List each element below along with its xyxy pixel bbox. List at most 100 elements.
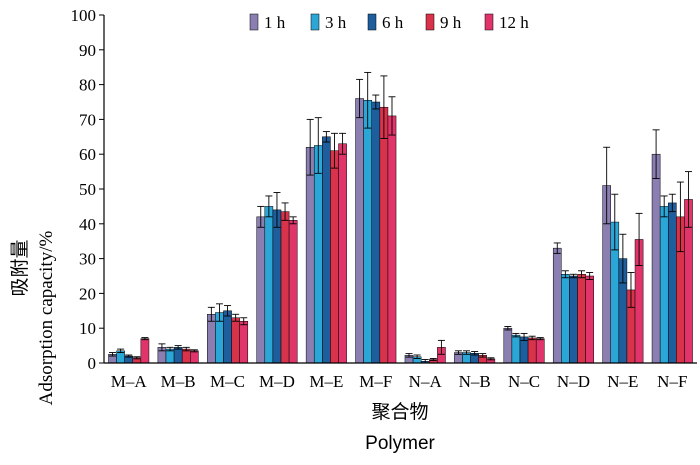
y-ticks-layer: 0 10 20 30 40 50 60 70 80 90 100	[71, 6, 104, 373]
x-tick-label: N–A	[409, 372, 443, 391]
bar	[288, 220, 298, 364]
bar	[667, 202, 677, 364]
bar	[552, 247, 562, 364]
error-bar	[257, 205, 265, 228]
bar	[140, 338, 150, 364]
error-bar	[265, 195, 273, 218]
error-bar	[372, 94, 380, 110]
error-bar	[635, 212, 643, 267]
error-bar	[471, 351, 479, 356]
bar	[577, 274, 586, 364]
error-bar	[109, 352, 117, 357]
error-bar	[240, 317, 248, 326]
y-tick-label: 60	[79, 145, 96, 164]
bar	[355, 98, 364, 364]
legend-label: 12 h	[499, 13, 529, 32]
bar	[190, 350, 199, 364]
error-bar	[528, 335, 536, 341]
error-bar	[322, 131, 330, 143]
legend-label: 1 h	[264, 13, 286, 32]
x-tick-label: M–A	[111, 372, 148, 391]
y-tick-label: 50	[79, 180, 96, 199]
error-bar	[553, 242, 561, 254]
error-bar	[190, 349, 198, 353]
error-bar	[133, 356, 141, 360]
bar	[363, 100, 372, 364]
bar	[371, 101, 381, 364]
error-bar	[463, 350, 471, 355]
y-tick-label: 100	[71, 6, 97, 25]
error-bar	[437, 339, 445, 355]
bar	[503, 327, 513, 364]
legend-swatch	[484, 13, 494, 31]
bar	[379, 106, 389, 364]
bar	[280, 211, 290, 364]
error-bar	[182, 346, 190, 352]
legend-swatch	[249, 13, 259, 31]
y-axis-title: 吸附量 Adsorption capacity/%	[9, 231, 57, 406]
error-bar	[306, 118, 314, 176]
error-bar	[454, 350, 462, 355]
bar	[330, 150, 339, 364]
y-axis-title-en: Adsorption capacity/%	[36, 231, 57, 406]
bar	[659, 206, 669, 364]
error-bar	[289, 216, 297, 225]
bar	[322, 136, 331, 364]
error-bar	[314, 117, 322, 174]
error-bar	[652, 129, 660, 180]
bar	[511, 334, 521, 364]
y-tick-label: 90	[79, 41, 96, 60]
legend-item: 3 h	[310, 13, 347, 32]
legend-item: 12 h	[484, 13, 529, 32]
error-bar	[405, 353, 413, 358]
bar	[585, 275, 594, 364]
y-tick-label: 20	[79, 284, 96, 303]
y-tick-label: 70	[79, 110, 96, 129]
error-bar	[141, 337, 149, 341]
error-bar	[356, 78, 364, 119]
error-bar	[388, 96, 396, 136]
bar	[313, 145, 323, 364]
bar	[338, 143, 347, 364]
error-bar	[611, 193, 619, 251]
bars-layer	[108, 98, 693, 364]
bar	[535, 338, 545, 364]
legend-label: 6 h	[382, 13, 404, 32]
error-bar	[520, 332, 528, 341]
error-bar	[232, 313, 240, 322]
error-bar	[224, 305, 232, 317]
error-bar	[627, 272, 635, 308]
x-tick-label: N–C	[508, 372, 540, 391]
error-bar	[281, 202, 289, 221]
x-axis-title-en: Polymer	[365, 433, 435, 454]
x-tick-label: N–D	[557, 372, 590, 391]
error-bar	[158, 343, 166, 352]
error-bar	[569, 273, 577, 279]
x-axis-title-cn: 聚合物	[371, 401, 428, 423]
x-tick-label: M–F	[359, 372, 392, 391]
bar	[651, 153, 661, 364]
error-bar	[536, 337, 544, 341]
x-tick-label: M–B	[161, 372, 196, 391]
legend-item: 1 h	[249, 13, 286, 32]
error-bar	[125, 354, 133, 358]
y-tick-label: 80	[79, 76, 96, 95]
legend-label: 9 h	[440, 13, 462, 32]
error-bar	[512, 332, 520, 338]
error-bar	[668, 193, 676, 213]
bar	[272, 209, 282, 364]
error-bar	[174, 345, 182, 350]
error-bar	[207, 306, 215, 322]
error-bar	[619, 233, 627, 284]
error-bar	[364, 71, 372, 129]
error-bar	[603, 146, 611, 225]
legend-swatch	[425, 13, 435, 31]
error-bars-layer	[109, 71, 692, 364]
error-bar	[330, 132, 338, 169]
legend-swatch	[367, 13, 377, 31]
bar	[223, 310, 232, 364]
bar	[239, 320, 249, 364]
error-bar	[166, 346, 174, 352]
legend-swatch	[310, 13, 320, 31]
